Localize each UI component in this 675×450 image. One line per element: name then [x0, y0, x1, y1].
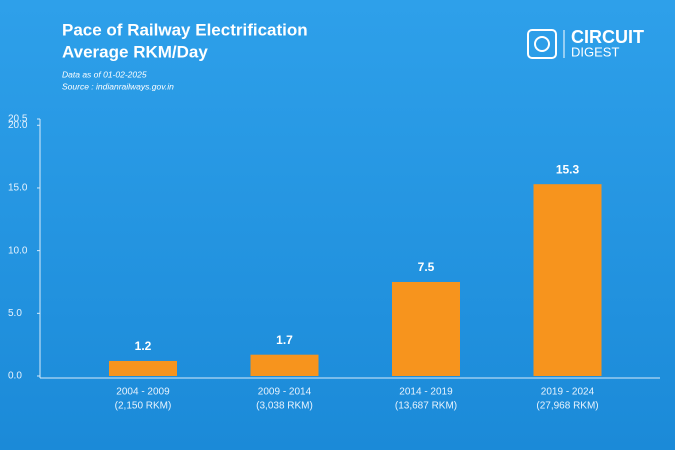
logo-text: DIGEST [571, 44, 619, 59]
y-tick-label: 10.0 [8, 245, 28, 256]
y-tick-label: 5.0 [8, 308, 22, 319]
y-tick-label: 20.0 [8, 120, 28, 131]
bar [392, 281, 460, 376]
x-tick-label: 2019 - 2024 [541, 387, 595, 398]
x-tick-label: 2009 - 2014 [258, 387, 312, 398]
x-tick-label: (3,038 RKM) [256, 401, 313, 412]
bar [250, 354, 319, 376]
value-label: 1.7 [276, 333, 293, 347]
chart-subtitle: Average RKM/Day [62, 42, 208, 61]
x-tick-label: 2004 - 2009 [116, 387, 170, 398]
x-tick-label: (13,687 RKM) [395, 401, 457, 412]
value-label: 7.5 [418, 260, 435, 274]
value-label: 15.3 [556, 162, 580, 176]
x-tick-label: (2,150 RKM) [115, 401, 172, 412]
value-label: 1.2 [135, 339, 152, 353]
bar [109, 360, 177, 376]
note: Source : indianrailways.gov.in [62, 81, 174, 91]
x-tick-label: 2014 - 2019 [399, 387, 453, 398]
logo-icon [527, 29, 557, 59]
logo-icon [534, 36, 550, 52]
logo-text: CIRCUIT [571, 27, 644, 47]
chart-title: Pace of Railway Electrification [62, 20, 308, 39]
logo: CIRCUIT DIGEST [527, 27, 644, 59]
y-tick-label: 15.0 [8, 183, 28, 194]
bar [533, 184, 602, 376]
x-tick-label: (27,968 RKM) [536, 401, 598, 412]
y-tick-label: 0.0 [8, 371, 22, 382]
y-tick-label: 20.5 [8, 114, 28, 125]
note: Data as of 01-02-2025 [62, 69, 147, 79]
